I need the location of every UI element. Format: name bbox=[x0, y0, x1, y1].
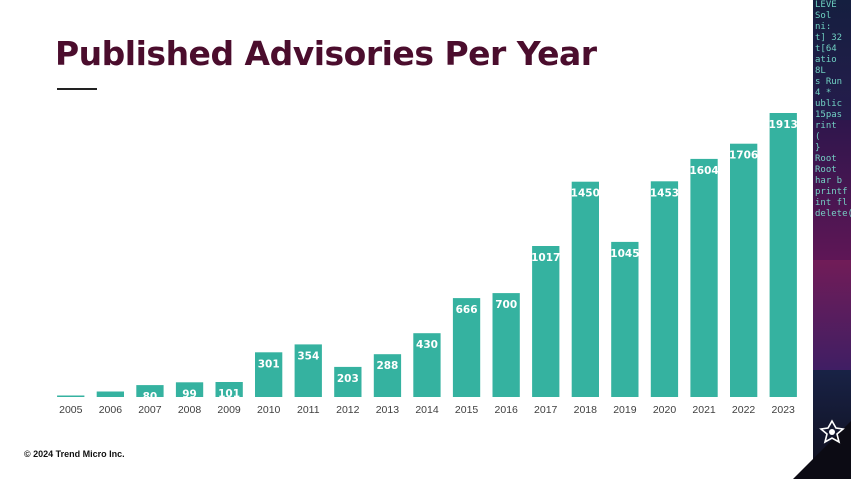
value-label-2010: 301 bbox=[258, 358, 280, 370]
value-label-2019: 1045 bbox=[610, 248, 639, 260]
x-tick-2010: 2010 bbox=[257, 404, 281, 416]
x-tick-2015: 2015 bbox=[455, 404, 479, 416]
x-tick-2020: 2020 bbox=[653, 404, 677, 416]
bar-2014 bbox=[413, 333, 441, 397]
x-tick-2022: 2022 bbox=[732, 404, 756, 416]
code-text-column: LEVE Sol ni: t] 32 t[64 atio 8L s Run 4 … bbox=[815, 0, 851, 219]
value-label-2009: 101 bbox=[218, 388, 240, 400]
value-label-2011: 354 bbox=[297, 350, 319, 362]
bar-2008 bbox=[175, 382, 204, 397]
bar-2019 bbox=[611, 241, 639, 397]
bar-2010 bbox=[255, 352, 283, 397]
bar-2018 bbox=[571, 181, 599, 397]
x-tick-2012: 2012 bbox=[336, 404, 360, 416]
x-tick-2011: 2011 bbox=[297, 404, 320, 416]
value-label-2020: 1453 bbox=[650, 187, 679, 199]
value-label-2017: 1017 bbox=[531, 252, 560, 264]
bars-layer bbox=[57, 113, 797, 397]
bar-2017 bbox=[532, 246, 560, 397]
brand-emblem-icon bbox=[819, 419, 845, 444]
x-tick-2021: 2021 bbox=[692, 404, 716, 416]
value-label-2018: 1450 bbox=[571, 188, 600, 200]
bar-2007 bbox=[136, 385, 164, 397]
bar-2021 bbox=[690, 158, 718, 397]
x-tick-2006: 2006 bbox=[99, 404, 123, 416]
x-tick-2008: 2008 bbox=[178, 404, 202, 416]
x-tick-2013: 2013 bbox=[376, 404, 400, 416]
bar-2023 bbox=[769, 113, 797, 397]
bar-2015 bbox=[452, 298, 481, 397]
slide-title: Published Advisories Per Year bbox=[55, 34, 597, 73]
value-label-2007: 80 bbox=[143, 391, 158, 403]
title-underline bbox=[57, 88, 97, 90]
value-label-2021: 1604 bbox=[689, 165, 718, 177]
x-tick-2014: 2014 bbox=[415, 404, 439, 416]
bar-2011 bbox=[294, 344, 322, 397]
bar-2012 bbox=[334, 366, 362, 397]
x-tick-2017: 2017 bbox=[534, 404, 558, 416]
bar-2016 bbox=[492, 293, 520, 397]
value-label-2014: 430 bbox=[416, 339, 438, 351]
bar-2005 bbox=[57, 395, 85, 397]
x-tick-2018: 2018 bbox=[574, 404, 598, 416]
bar-2020 bbox=[650, 181, 679, 397]
x-tick-2007: 2007 bbox=[138, 404, 162, 416]
value-label-2023: 1913 bbox=[769, 119, 798, 131]
advisories-bar-chart: 80 99 101 301 354 203 288 430 666 700 1017 1450 1045… bbox=[57, 113, 798, 416]
bar-2022 bbox=[730, 143, 758, 397]
decorative-code-strip: LEVE Sol ni: t] 32 t[64 atio 8L s Run 4 … bbox=[813, 0, 851, 479]
x-tick-2009: 2009 bbox=[217, 404, 241, 416]
value-labels-layer: 80 99 101 301 354 203 288 430 666 700 1017 1450 1045… bbox=[143, 119, 798, 403]
bar-2009 bbox=[215, 382, 243, 397]
copyright-notice: © 2024 Trend Micro Inc. bbox=[24, 449, 125, 459]
x-tick-2023: 2023 bbox=[772, 404, 796, 416]
bar-2006 bbox=[96, 391, 124, 397]
x-tick-2019: 2019 bbox=[613, 404, 637, 416]
value-label-2016: 700 bbox=[495, 299, 517, 311]
value-label-2015: 666 bbox=[456, 304, 478, 316]
value-label-2012: 203 bbox=[337, 373, 359, 385]
x-tick-2005: 2005 bbox=[59, 404, 83, 416]
value-label-2008: 99 bbox=[182, 388, 197, 400]
x-tick-2016: 2016 bbox=[495, 404, 519, 416]
value-label-2022: 1706 bbox=[729, 150, 758, 162]
value-label-2013: 288 bbox=[376, 360, 398, 372]
x-tick-labels-layer: 2005 2006 2007 2008 2009 2010 2011 2012 2013 2014… bbox=[59, 404, 795, 416]
bar-2013 bbox=[373, 354, 402, 397]
